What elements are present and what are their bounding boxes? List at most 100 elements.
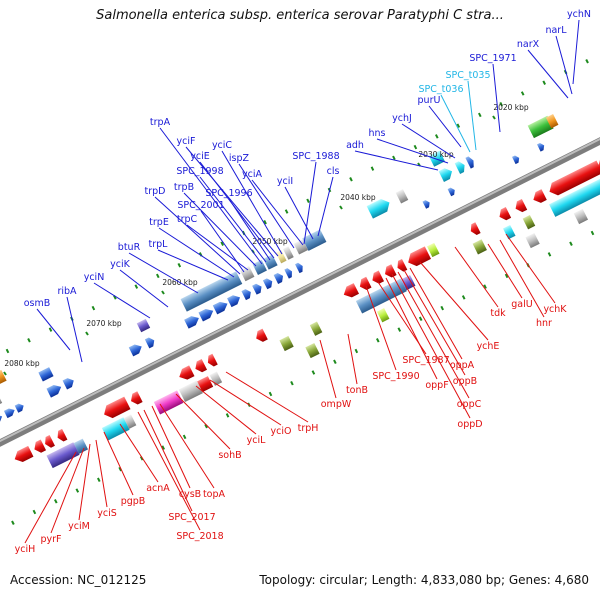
gene-feature: [184, 316, 199, 329]
gene-label-trna: SPC_t036: [419, 84, 464, 95]
kbp-marker: 2020 kbp: [493, 103, 529, 112]
gene-leader-line: [159, 127, 263, 265]
scale-tick: [333, 359, 337, 365]
gene-label-forward: SPC_1971: [469, 53, 516, 64]
scale-tick: [220, 241, 224, 246]
gene-leader-line: [228, 198, 271, 261]
gene-feature: [179, 365, 195, 380]
gene-feature: [359, 276, 372, 290]
gene-leader-line: [419, 261, 489, 341]
gene-feature: [123, 414, 137, 429]
scale-tick: [27, 338, 31, 343]
gene-feature: [284, 268, 292, 279]
gene-label-reverse: ompW: [321, 399, 352, 410]
gene-label-reverse: oppD: [457, 419, 482, 430]
gene-leader-line: [487, 243, 523, 299]
scale-tick: [54, 499, 58, 504]
gene-feature: [273, 273, 284, 284]
gene-feature: [355, 278, 407, 314]
gene-feature: [131, 391, 143, 405]
scale-tick: [456, 123, 461, 128]
gene-feature: [256, 328, 268, 342]
gene-label-reverse: acnA: [146, 483, 170, 494]
scale-tick: [284, 209, 289, 214]
gene-leader-line: [347, 333, 358, 385]
scale-tick: [504, 273, 509, 279]
gene-label-forward: trpA: [150, 117, 171, 128]
gene-leader-line: [154, 196, 241, 275]
gene-label-forward: ychN: [567, 9, 591, 20]
gene-label-forward: SPC_1996: [205, 188, 252, 199]
scale-tick: [440, 305, 444, 311]
kbp-tick: [339, 205, 343, 210]
scale-tick: [177, 262, 182, 268]
gene-label-forward: trpD: [145, 186, 166, 197]
gene-label-reverse: yciM: [68, 521, 90, 532]
gene-feature: [0, 414, 3, 425]
gene-leader-line: [209, 379, 282, 426]
gene-feature: [252, 259, 267, 275]
gene-leader-line: [200, 210, 245, 273]
gene-label-forward: SPC_1988: [292, 151, 339, 162]
kbp-marker: 2040 kbp: [340, 193, 376, 202]
scale-tick: [499, 101, 503, 107]
gene-feature: [537, 142, 545, 152]
gene-feature: [46, 442, 80, 469]
scale-tick: [547, 252, 552, 257]
scale-tick: [11, 520, 15, 525]
gene-leader-line: [376, 138, 449, 164]
gene-leader-line: [454, 246, 499, 308]
gene-feature: [241, 289, 251, 301]
gene-feature: [401, 274, 416, 291]
genome-backbone-highlight: [0, 137, 600, 443]
gene-label-reverse: SPC_2017: [168, 512, 215, 523]
gene-label-forward: btuR: [118, 242, 141, 253]
gene-feature: [522, 215, 536, 230]
gene-feature: [343, 283, 360, 298]
gene-label-reverse: pgpB: [121, 496, 146, 507]
gene-feature: [397, 258, 408, 272]
kbp-marker: 2050 kbp: [252, 237, 288, 246]
gene-feature: [14, 403, 24, 413]
gene-feature: [470, 222, 481, 235]
map-title: Salmonella enterica subsp. enterica sero…: [96, 8, 504, 23]
gene-feature: [212, 301, 228, 315]
genome-summary-text: Topology: circular; Length: 4,833,080 bp…: [259, 573, 589, 587]
gene-feature: [195, 359, 208, 373]
gene-leader-line: [401, 123, 456, 159]
gene-leader-line: [317, 176, 334, 237]
gene-label-forward: osmB: [24, 298, 51, 309]
gene-feature: [207, 353, 218, 367]
gene-label-forward: cls: [327, 166, 340, 177]
gene-label-forward: yciF: [177, 136, 196, 147]
scale-tick: [435, 134, 439, 139]
gene-feature: [153, 390, 184, 415]
gene-label-reverse: pyrF: [40, 534, 61, 545]
gene-leader-line: [199, 161, 275, 259]
gene-label-forward: yciA: [242, 169, 262, 180]
gene-feature: [104, 396, 131, 419]
gene-label-trna: SPC_t035: [446, 70, 491, 81]
gene-feature: [545, 114, 559, 129]
gene-feature: [385, 264, 397, 278]
gene-label-reverse: SPC_1987: [402, 355, 449, 366]
gene-label-forward: purU: [418, 95, 441, 106]
gene-leader-line: [36, 308, 71, 351]
gene-feature: [73, 438, 89, 454]
gene-feature: [38, 367, 54, 382]
gene-label-reverse: oppC: [457, 399, 482, 410]
gene-feature: [178, 380, 203, 403]
scale-tick: [585, 59, 589, 64]
gene-label-reverse: trpH: [298, 423, 319, 434]
gene-feature: [503, 224, 516, 240]
gene-leader-line: [183, 192, 257, 267]
gene-label-forward: trpL: [149, 239, 169, 250]
gene-leader-line: [50, 447, 85, 534]
gene-feature: [499, 207, 512, 221]
gene-feature: [136, 318, 151, 333]
gene-leader-line: [119, 423, 159, 483]
gene-feature: [549, 177, 600, 217]
gene-leader-line: [238, 163, 295, 249]
scale-tick: [139, 456, 144, 461]
gene-leader-line: [303, 161, 317, 245]
